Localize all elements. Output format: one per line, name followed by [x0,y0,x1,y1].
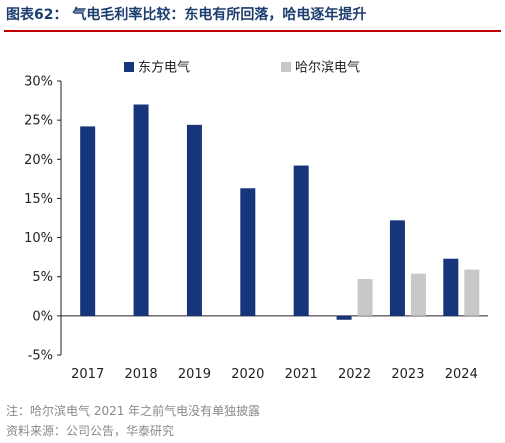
source-note: 资料来源：公司公告，华泰研究 [6,424,175,438]
bar-harbin-2023 [410,273,426,316]
bar-harbin-2022 [357,279,373,316]
y-tick-label: 5% [32,270,53,285]
bar-dongfang-2022 [336,315,352,320]
axis-layer: -5% 0% 5% 10% 15% 20% 25% 30% 2017 2018 2019 2020 20… [24,75,488,382]
bar-dongfang-2023 [389,220,405,316]
bar-dongfang-2020 [240,188,256,316]
bar-dongfang-2018 [133,104,149,316]
x-tick-label: 2023 [391,367,424,382]
x-tick-label: 2024 [445,367,478,382]
bar-dongfang-2019 [186,124,202,316]
legend-swatch [124,62,134,72]
footnote: 注：哈尔滨电气 2021 年之前气电没有单独披露 [6,404,261,418]
legend-label: 东方电气 [138,60,190,76]
bar-dongfang-2021 [293,165,309,316]
title-divider [4,30,501,32]
y-tick-label: 10% [24,231,53,246]
y-tick-label: 25% [24,114,53,129]
x-tick-label: 2018 [125,367,158,382]
legend-label: 哈尔滨电气 [295,60,360,76]
x-tick-label: 2020 [231,367,264,382]
legend-swatch [281,62,291,72]
x-tick-label: 2022 [338,367,371,382]
bar-layer [80,104,480,320]
legend: 东方电气 哈尔滨电气 [124,60,360,76]
bar-dongfang-2017 [80,126,96,316]
x-tick-label: 2021 [285,367,318,382]
bar-harbin-2024 [464,269,480,316]
y-tick-label: 30% [24,75,53,90]
y-tick-label: 0% [32,309,53,324]
figure-title: 图表62： 气电毛利率比较：东电有所回落，哈电逐年提升 [6,7,367,23]
x-tick-label: 2019 [178,367,211,382]
bar-dongfang-2024 [443,258,459,316]
y-tick-label: 15% [24,192,53,207]
y-tick-label: -5% [28,349,53,364]
y-tick-label: 20% [24,153,53,168]
x-tick-label: 2017 [71,367,104,382]
